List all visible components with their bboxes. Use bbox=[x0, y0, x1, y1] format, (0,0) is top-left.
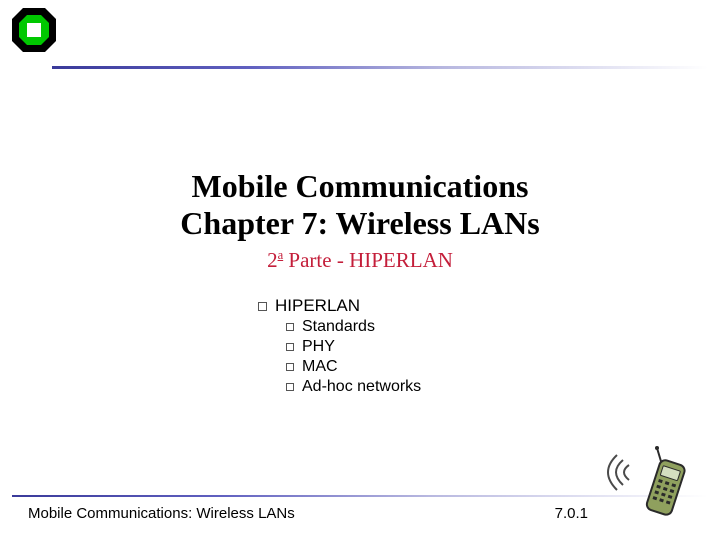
title-line-1: Mobile Communications bbox=[0, 168, 720, 205]
list-item: HIPERLAN bbox=[258, 296, 558, 316]
subtitle-rest: Parte - HIPERLAN bbox=[283, 248, 453, 272]
header-divider bbox=[52, 66, 708, 69]
list-item: MAC bbox=[286, 358, 558, 376]
subtitle: 2a Parte - HIPERLAN bbox=[0, 248, 720, 273]
footer-left: Mobile Communications: Wireless LANs bbox=[28, 505, 295, 522]
bullet-icon bbox=[286, 323, 294, 331]
title-line-2: Chapter 7: Wireless LANs bbox=[0, 205, 720, 242]
title-block: Mobile Communications Chapter 7: Wireles… bbox=[0, 168, 720, 273]
bullet-icon bbox=[286, 363, 294, 371]
list-item: Standards bbox=[286, 318, 558, 336]
bullet-icon bbox=[258, 302, 267, 311]
phone-icon bbox=[607, 440, 702, 530]
footer-right: 7.0.1 bbox=[555, 505, 588, 522]
list-item-label: HIPERLAN bbox=[275, 296, 360, 316]
bullet-icon bbox=[286, 383, 294, 391]
list-item-label: PHY bbox=[302, 338, 335, 356]
list-item-label: MAC bbox=[302, 358, 338, 376]
content-list: HIPERLAN Standards PHY MAC Ad-hoc networ… bbox=[258, 296, 558, 398]
subtitle-prefix: 2 bbox=[267, 248, 278, 272]
bullet-icon bbox=[286, 343, 294, 351]
list-item: PHY bbox=[286, 338, 558, 356]
list-item-label: Standards bbox=[302, 318, 375, 336]
footer-divider bbox=[12, 495, 708, 497]
logo-icon bbox=[12, 8, 56, 57]
list-item: Ad-hoc networks bbox=[286, 378, 558, 396]
list-item-label: Ad-hoc networks bbox=[302, 378, 421, 396]
